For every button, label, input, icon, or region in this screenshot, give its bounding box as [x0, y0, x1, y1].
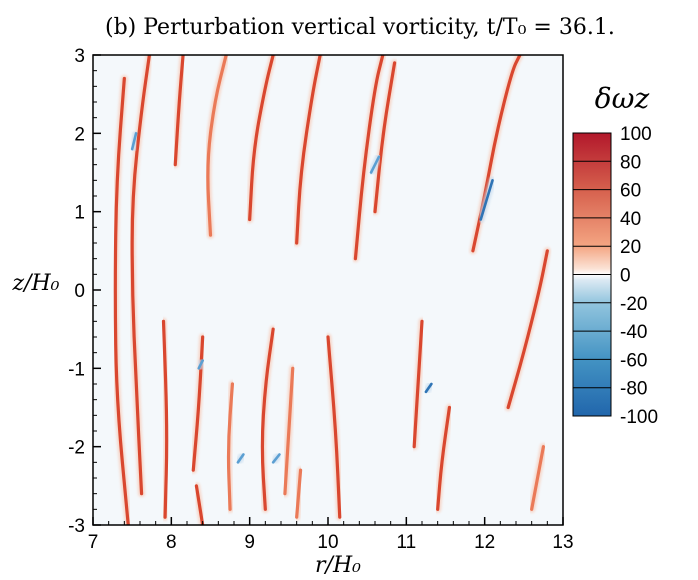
y-tick-label: 1: [74, 203, 85, 224]
colorbar-label: δωz: [595, 82, 650, 115]
positive-vorticity-filament: [161, 319, 169, 519]
colorbar-tick-label: -40: [620, 322, 647, 343]
positive-vorticity-filament: [283, 366, 295, 496]
positive-vorticity-filament: [506, 249, 549, 410]
colorbar-tick-label: 80: [620, 152, 641, 173]
positive-vorticity-filament: [206, 55, 228, 237]
positive-vorticity-filament: [412, 319, 424, 449]
positive-vorticity-filament: [260, 327, 275, 511]
positive-vorticity-filament: [113, 76, 130, 525]
colorbar-tick-label: -100: [620, 407, 658, 428]
y-tick-label: -3: [68, 516, 85, 537]
positive-vorticity-filament: [295, 55, 322, 245]
x-tick-label: 12: [474, 532, 495, 553]
colorbar-tick-label: 100: [620, 124, 652, 145]
positive-vorticity-filament: [130, 55, 151, 496]
x-axis-label: r/H₀: [315, 553, 361, 578]
y-axis: 3 2 1 0 -1 -2 -3: [68, 46, 101, 537]
x-tick-label: 10: [317, 532, 338, 553]
x-tick-label: 11: [396, 532, 416, 553]
x-axis: 7 8 9 10 11 12 13: [88, 517, 574, 553]
x-tick-label: 7: [88, 532, 99, 553]
y-tick-label: -2: [68, 438, 85, 459]
y-tick-label: 2: [74, 124, 85, 145]
positive-vorticity-filament: [173, 55, 185, 167]
positive-vorticity-filament: [436, 405, 452, 511]
vorticity-filaments: [111, 55, 551, 525]
colorbar-tick-label: 0: [620, 266, 631, 287]
positive-vorticity-filament: [226, 382, 235, 511]
positive-vorticity-filament: [191, 335, 205, 472]
plot-area: [93, 55, 563, 525]
x-tick-label: 13: [552, 532, 573, 553]
negative-vorticity-filament: [369, 155, 381, 174]
negative-vorticity-filament: [424, 382, 433, 394]
negative-vorticity-filament: [271, 453, 281, 464]
x-tick-label: 9: [244, 532, 255, 553]
y-axis-label: z/H₀: [11, 271, 59, 296]
x-tick-label: 8: [166, 532, 177, 553]
negative-vorticity-filament: [236, 453, 245, 464]
positive-vorticity-filament: [530, 445, 546, 511]
negative-vorticity-filament: [479, 179, 494, 221]
colorbar-tick-label: 60: [620, 181, 641, 202]
y-tick-label: -1: [68, 359, 85, 380]
positive-vorticity-filament: [471, 55, 522, 253]
colorbar-tick-label: -60: [620, 350, 647, 371]
positive-vorticity-filament: [326, 335, 342, 519]
y-tick-label: 3: [74, 46, 85, 67]
positive-vorticity-filament: [353, 55, 385, 261]
colorbar-tick-label: 40: [620, 209, 641, 230]
negative-vorticity-filament: [130, 132, 138, 151]
positive-vorticity-filament: [373, 61, 397, 214]
colorbar-ticks: 100 80 60 40 20 0 -20 -40 -60 -80 -100: [573, 124, 658, 428]
colorbar-tick-label: -20: [620, 294, 647, 315]
positive-vorticity-filament: [295, 468, 303, 519]
y-tick-label: 0: [74, 281, 85, 302]
positive-vorticity-filament: [248, 55, 275, 222]
negative-vorticity-filament: [197, 359, 204, 370]
colorbar-tick-label: -80: [620, 379, 647, 400]
chart-title: (b) Perturbation vertical vorticity, t/T…: [105, 15, 615, 40]
colorbar-tick-label: 20: [620, 237, 641, 258]
